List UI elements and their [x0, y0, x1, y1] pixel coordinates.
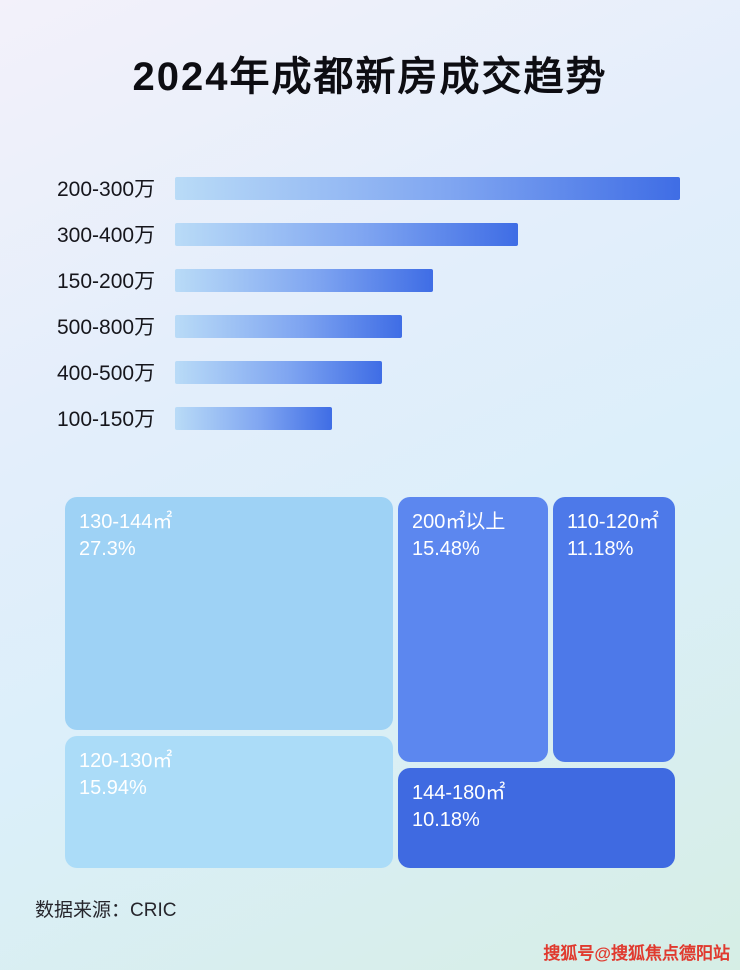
- treemap-value: 15.94%: [79, 777, 147, 799]
- data-source-note: 数据来源：CRIC: [35, 900, 177, 921]
- bar-fill: [175, 222, 519, 246]
- bar-row: 100-150万: [57, 406, 680, 431]
- treemap-label: 130-144㎡: [79, 511, 173, 533]
- bar-label: 100-150万: [57, 408, 156, 431]
- bar-fill: [175, 406, 332, 430]
- bar-fill: [175, 314, 403, 338]
- bar-label: 200-300万: [57, 178, 156, 201]
- bar-row: 200-300万: [57, 176, 680, 201]
- treemap-block-144-180: 144-180㎡ 10.18%: [398, 768, 675, 868]
- treemap-label: 110-120㎡: [567, 511, 659, 533]
- bar-row: 400-500万: [57, 360, 680, 385]
- treemap-value: 11.18%: [567, 538, 634, 560]
- treemap-label: 144-180㎡: [412, 782, 506, 804]
- publisher-watermark: 搜狐号@搜狐焦点德阳站: [543, 944, 730, 963]
- bar-label: 500-800万: [57, 316, 156, 339]
- bar-track: [175, 406, 680, 430]
- bar-row: 150-200万: [57, 268, 680, 293]
- treemap-block-120-130: 120-130㎡ 15.94%: [65, 736, 393, 868]
- bar-row: 500-800万: [57, 314, 680, 339]
- treemap-block-130-144: 130-144㎡ 27.3%: [65, 497, 393, 730]
- bar-label: 300-400万: [57, 224, 156, 247]
- bar-fill: [175, 360, 383, 384]
- bar-track: [175, 314, 680, 338]
- bar-label: 150-200万: [57, 270, 156, 293]
- treemap-block-110-120: 110-120㎡ 11.18%: [553, 497, 675, 762]
- bar-label: 400-500万: [57, 362, 156, 385]
- treemap-label: 120-130㎡: [79, 750, 173, 772]
- bar-track: [175, 360, 680, 384]
- area-size-treemap: 130-144㎡ 27.3% 120-130㎡ 15.94% 200㎡以上 15…: [65, 497, 675, 868]
- treemap-value: 27.3%: [79, 538, 136, 560]
- bar-track: [175, 176, 680, 200]
- bar-fill: [175, 268, 433, 292]
- bar-row: 300-400万: [57, 222, 680, 247]
- treemap-block-200-plus: 200㎡以上 15.48%: [398, 497, 548, 762]
- treemap-value: 10.18%: [412, 809, 480, 831]
- bar-fill: [175, 176, 680, 200]
- bar-track: [175, 222, 680, 246]
- treemap-value: 15.48%: [412, 538, 480, 560]
- page-title: 2024年成都新房成交趋势: [132, 55, 608, 99]
- bar-track: [175, 268, 680, 292]
- treemap-label: 200㎡以上: [412, 511, 506, 533]
- price-range-bar-chart: 200-300万 300-400万 150-200万 500-800万 400-…: [57, 176, 680, 452]
